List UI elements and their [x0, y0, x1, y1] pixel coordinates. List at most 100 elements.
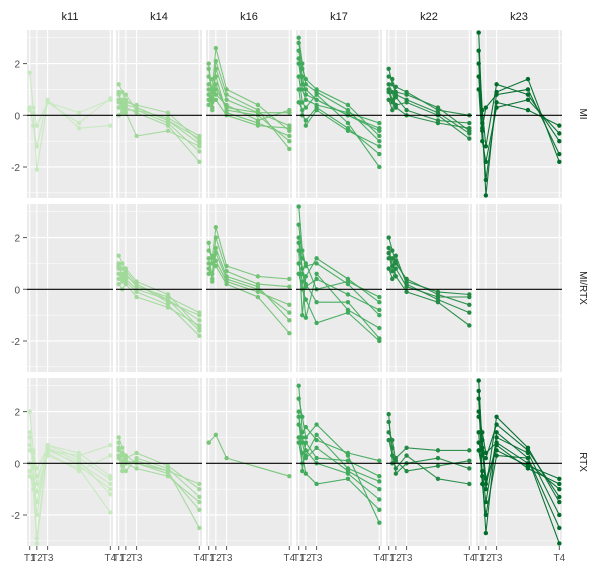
- data-point: [314, 107, 319, 113]
- data-point: [377, 325, 382, 331]
- facet-label-k22: k22: [420, 11, 438, 23]
- data-point: [31, 476, 36, 481]
- data-point: [206, 61, 211, 66]
- panel-k14-RTX: [116, 378, 202, 546]
- data-point: [345, 471, 351, 476]
- data-point: [386, 411, 391, 417]
- data-point: [287, 302, 292, 307]
- data-point: [377, 312, 382, 318]
- data-point: [120, 261, 125, 266]
- data-point: [303, 261, 309, 266]
- data-point: [197, 318, 202, 323]
- facet-label-k11: k11: [62, 11, 79, 23]
- data-point: [123, 97, 129, 102]
- data-point: [390, 453, 395, 458]
- data-point: [393, 466, 399, 471]
- data-point: [120, 266, 125, 271]
- data-point: [314, 92, 319, 97]
- data-point: [296, 74, 301, 79]
- data-point: [76, 126, 82, 131]
- data-point: [123, 102, 129, 108]
- data-point: [314, 276, 319, 282]
- data-point: [476, 30, 481, 35]
- data-point: [300, 107, 305, 113]
- data-point: [557, 159, 562, 165]
- data-point: [557, 486, 562, 492]
- data-point: [386, 266, 391, 271]
- data-point: [116, 440, 121, 445]
- data-point: [296, 100, 301, 105]
- data-point: [494, 92, 499, 97]
- data-point: [557, 481, 562, 487]
- data-point: [300, 468, 305, 474]
- data-point: [314, 87, 319, 92]
- data-point: [27, 107, 32, 113]
- data-point: [116, 435, 121, 440]
- series-line: [298, 42, 380, 137]
- data-point: [557, 131, 562, 136]
- data-point: [390, 269, 395, 274]
- data-point: [386, 66, 391, 71]
- data-point: [123, 468, 129, 474]
- data-point: [467, 126, 472, 131]
- series-line: [208, 60, 290, 150]
- data-point: [386, 97, 391, 102]
- facet-label-MI-RTX: MI/RTX: [577, 271, 588, 305]
- data-point: [494, 430, 499, 435]
- data-point: [476, 74, 481, 79]
- data-point: [377, 520, 382, 525]
- data-point: [377, 128, 382, 133]
- data-point: [206, 271, 211, 276]
- data-point: [467, 481, 472, 487]
- x-tick-label-T4: T4: [553, 553, 565, 562]
- data-point: [224, 97, 229, 102]
- data-point: [76, 120, 82, 126]
- data-point: [467, 448, 472, 453]
- data-point: [303, 315, 309, 320]
- data-point: [345, 310, 351, 315]
- data-point: [467, 120, 472, 126]
- data-point: [120, 445, 125, 450]
- data-point: [300, 271, 305, 276]
- data-point: [314, 271, 319, 276]
- data-point: [76, 110, 82, 115]
- data-point: [377, 338, 382, 344]
- data-point: [116, 445, 121, 450]
- data-point: [165, 297, 171, 302]
- panel-background: [206, 378, 292, 546]
- data-point: [120, 450, 125, 456]
- data-point: [377, 474, 382, 479]
- data-point: [296, 440, 301, 445]
- data-point: [197, 159, 202, 165]
- data-point: [377, 479, 382, 484]
- data-point: [303, 105, 309, 110]
- data-point: [377, 307, 382, 313]
- panel-background: [386, 30, 472, 198]
- data-point: [255, 102, 261, 108]
- data-point: [435, 300, 441, 305]
- data-point: [386, 74, 391, 79]
- panel-k17-RTX: [296, 378, 382, 546]
- x-tick-label-T3: T3: [311, 553, 323, 562]
- panel-background: [206, 204, 292, 372]
- data-point: [483, 105, 489, 110]
- data-point: [303, 424, 309, 430]
- y-tick-label: 2: [14, 234, 20, 245]
- data-point: [296, 414, 301, 419]
- data-point: [34, 167, 40, 172]
- data-point: [483, 455, 489, 461]
- data-point: [404, 279, 409, 284]
- data-point: [108, 443, 113, 448]
- series-line: [298, 273, 380, 342]
- data-point: [296, 35, 301, 40]
- data-point: [210, 76, 215, 82]
- series-line: [298, 76, 380, 168]
- data-point: [34, 123, 40, 128]
- data-point: [345, 279, 351, 284]
- data-point: [287, 284, 292, 289]
- data-point: [390, 76, 395, 82]
- data-point: [116, 263, 121, 269]
- data-point: [287, 110, 292, 115]
- data-point: [120, 97, 125, 102]
- data-point: [108, 123, 113, 128]
